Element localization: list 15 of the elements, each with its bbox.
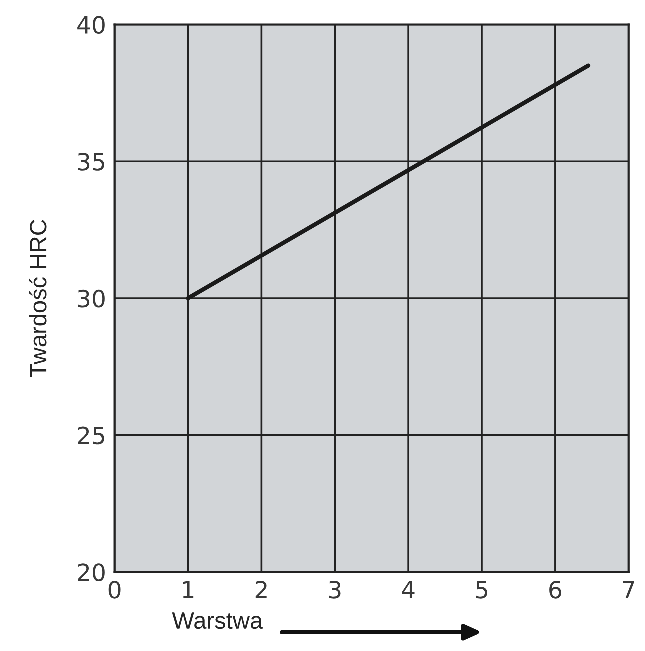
x-tick-label: 5 [476, 581, 488, 599]
y-tick-label: 20 [78, 564, 105, 582]
y-tick-label: 35 [78, 153, 104, 171]
y-tick-label: 30 [78, 290, 105, 308]
x-tick-label: 2 [256, 580, 267, 599]
y-tick-label: 25 [78, 426, 104, 445]
y-axis-title: Twardość HRC [29, 220, 47, 378]
x-tick-label: 6 [550, 580, 562, 599]
x-axis-title: Warstwa [172, 612, 264, 630]
x-tick-label: 7 [623, 581, 634, 599]
x-tick-label: 0 [108, 580, 121, 599]
x-tick-label: 3 [329, 580, 341, 599]
y-tick-label: 40 [78, 16, 105, 34]
x-tick-label: 1 [183, 581, 194, 599]
x-tick-label: 4 [402, 581, 415, 599]
